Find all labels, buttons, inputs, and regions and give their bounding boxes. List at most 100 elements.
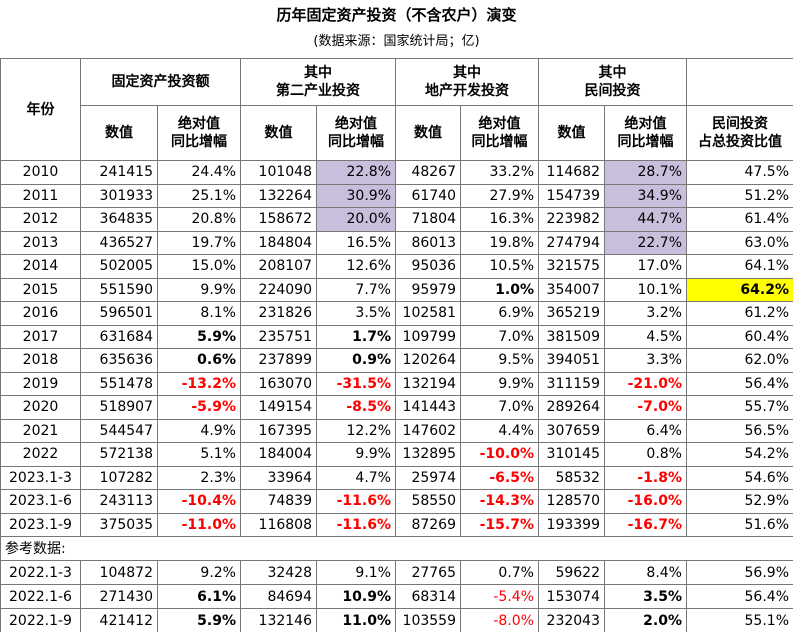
cell: -5.9% xyxy=(157,395,241,420)
cell: 9.5% xyxy=(460,348,539,373)
cell: 59622 xyxy=(538,560,605,585)
cell: 54.2% xyxy=(686,442,793,467)
cell: 10.5% xyxy=(460,254,539,279)
sub-header: 数值 xyxy=(395,105,461,161)
cell: 25.1% xyxy=(157,183,241,208)
cell: 27.9% xyxy=(460,183,539,208)
cell: 51.2% xyxy=(686,183,793,208)
cell: 5.9% xyxy=(157,324,241,349)
data-row: 2023.1-9 375035 -11.0% 116808 -11.6% 87269 -15… xyxy=(0,512,793,537)
header-row: 数值 绝对值 同比增幅 数值 绝对值 同比增幅 数值 绝对值 同比增幅 数值 绝对值 同比增幅 民间投资… xyxy=(1,105,793,161)
cell: 84694 xyxy=(240,584,317,609)
cell: 158672 xyxy=(240,207,317,232)
cell: 311159 xyxy=(538,371,605,396)
header-line: 地产开发投资 xyxy=(425,83,509,99)
header-line: 绝对值 xyxy=(335,116,377,132)
reference-label: 参考数据: xyxy=(0,536,793,561)
cell: 60.4% xyxy=(686,324,793,349)
data-row: 2012 364835 20.8% 158672 20.0% 71804 16.3% 2239… xyxy=(0,207,793,232)
reference-row: 参考数据: xyxy=(0,536,793,561)
row-label: 2012 xyxy=(0,207,81,232)
data-row: 2022 572138 5.1% 184004 9.9% 132895 -10.0% 3101… xyxy=(0,442,793,467)
cell: -10.4% xyxy=(157,489,241,514)
cell: 56.9% xyxy=(686,560,793,585)
cell: 232043 xyxy=(538,608,605,632)
header-line: 同比增幅 xyxy=(328,134,384,150)
cell: 223982 xyxy=(538,207,605,232)
cell: 24.4% xyxy=(157,160,241,185)
sub-header: 绝对值 同比增幅 xyxy=(157,105,241,161)
cell: 4.4% xyxy=(460,418,539,443)
cell: -1.8% xyxy=(604,465,687,490)
cell: 19.7% xyxy=(157,230,241,255)
row-label: 2015 xyxy=(0,277,81,302)
cell: 116808 xyxy=(240,512,317,537)
cell: 68314 xyxy=(395,584,461,609)
cell: 128570 xyxy=(538,489,605,514)
cell: 4.7% xyxy=(316,465,396,490)
cell: 132194 xyxy=(395,371,461,396)
cell: 9.9% xyxy=(316,442,396,467)
cell: 1.0% xyxy=(460,277,539,302)
cell: 243113 xyxy=(80,489,158,514)
cell: 104872 xyxy=(80,560,158,585)
cell: 16.3% xyxy=(460,207,539,232)
cell: 9.2% xyxy=(157,560,241,585)
sub-header: 绝对值 同比增幅 xyxy=(460,105,539,161)
cell: 421412 xyxy=(80,608,158,632)
cell: 22.8% xyxy=(316,160,396,185)
cell: 55.1% xyxy=(686,608,793,632)
cell: 132146 xyxy=(240,608,317,632)
row-label: 2023.1-9 xyxy=(0,512,81,537)
data-table: 年份 固定资产投资额 其中 第二产业投资 其中 地产开发投资 其中 民间投资 数值 绝对值 同比增幅… xyxy=(0,58,793,632)
cell: 184004 xyxy=(240,442,317,467)
cell: 237899 xyxy=(240,348,317,373)
header-row: 年份 固定资产投资额 其中 第二产业投资 其中 地产开发投资 其中 民间投资 xyxy=(0,58,793,161)
row-label: 2018 xyxy=(0,348,81,373)
row-label: 2021 xyxy=(0,418,81,443)
row-label: 2022 xyxy=(0,442,81,467)
cell: -16.0% xyxy=(604,489,687,514)
data-row: 2010 241415 24.4% 101048 22.8% 48267 33.2% 1146… xyxy=(0,160,793,185)
cell: 6.9% xyxy=(460,301,539,326)
data-row: 2013 436527 19.7% 184804 16.5% 86013 19.8% 2747… xyxy=(0,230,793,255)
cell: -16.7% xyxy=(604,512,687,537)
cell: 44.7% xyxy=(604,207,687,232)
cell: 114682 xyxy=(538,160,605,185)
cell: 274794 xyxy=(538,230,605,255)
cell: 271430 xyxy=(80,584,158,609)
cell: 2.0% xyxy=(604,608,687,632)
group-header: 其中 第二产业投资 xyxy=(240,58,396,106)
cell: 5.1% xyxy=(157,442,241,467)
cell: -11.0% xyxy=(157,512,241,537)
sub-header: 数值 xyxy=(538,105,605,161)
cell: -10.0% xyxy=(460,442,539,467)
cell: -11.6% xyxy=(316,489,396,514)
cell: 154739 xyxy=(538,183,605,208)
cell: 132264 xyxy=(240,183,317,208)
cell: 9.1% xyxy=(316,560,396,585)
cell: 572138 xyxy=(80,442,158,467)
header-line: 同比增幅 xyxy=(171,134,227,150)
cell: 4.9% xyxy=(157,418,241,443)
cell: 193399 xyxy=(538,512,605,537)
row-label: 2023.1-3 xyxy=(0,465,81,490)
cell: 11.0% xyxy=(316,608,396,632)
cell: 3.5% xyxy=(316,301,396,326)
data-row: 2018 635636 0.6% 237899 0.9% 120264 9.5% 394051… xyxy=(0,348,793,373)
row-label: 2022.1-6 xyxy=(0,584,81,609)
row-label: 2023.1-6 xyxy=(0,489,81,514)
row-label: 2019 xyxy=(0,371,81,396)
data-row: 2023.1-3 107282 2.3% 33964 4.7% 25974 -6.5% 585… xyxy=(0,465,793,490)
cell: 132895 xyxy=(395,442,461,467)
header-line: 民间投资 xyxy=(712,116,768,132)
cell: 231826 xyxy=(240,301,317,326)
cell: 95036 xyxy=(395,254,461,279)
cell: 2.3% xyxy=(157,465,241,490)
cell: 20.8% xyxy=(157,207,241,232)
cell: 107282 xyxy=(80,465,158,490)
cell: 25974 xyxy=(395,465,461,490)
cell: 86013 xyxy=(395,230,461,255)
header-line: 第二产业投资 xyxy=(276,83,360,99)
cell: 0.7% xyxy=(460,560,539,585)
